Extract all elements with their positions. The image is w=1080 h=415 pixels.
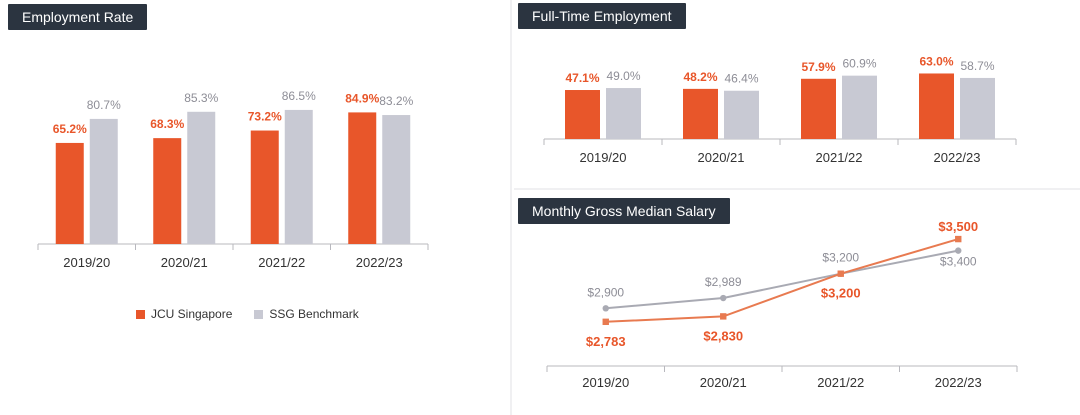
point-ssg	[955, 247, 962, 254]
data-label-ssg: $2,989	[705, 275, 742, 289]
data-label-jcu: 48.2%	[683, 70, 717, 84]
data-label-ssg: 49.0%	[606, 69, 640, 83]
employment-rate-chart: 2019/20 65.2%80.7% 2020/21 68.3%85.3% 2021/2…	[37, 89, 429, 270]
data-label-ssg: 60.9%	[842, 57, 876, 71]
x-tick-label: 2021/22	[258, 255, 305, 270]
legend-item-jcu: JCU Singapore	[136, 307, 232, 321]
employment-rate-title: Employment Rate	[8, 4, 148, 30]
bar-jcu	[55, 142, 84, 244]
salary-chart: 2019/20 2020/21 2021/22 2022/23 $2,900 $2,989…	[546, 219, 1018, 390]
x-tick-label: 2019/20	[63, 255, 110, 270]
full-time-employment-chart: 2019/20 47.1% 49.0% 2020/21 48.2% 46.4% 2021/2…	[543, 54, 1017, 165]
bar-jcu	[801, 78, 836, 139]
bar-ssg	[382, 115, 411, 244]
legend-label-ssg: SSG Benchmark	[269, 307, 359, 321]
bar-ssg	[960, 77, 995, 139]
point-jcu	[720, 313, 727, 320]
data-label-jcu: $2,783	[586, 334, 626, 349]
salary-title: Monthly Gross Median Salary	[518, 198, 730, 224]
bar-ssg	[284, 109, 313, 244]
data-label-ssg: 85.3%	[184, 91, 218, 105]
line-ssg	[605, 249, 959, 310]
panel-divider-vertical	[510, 0, 512, 415]
point-ssg	[602, 305, 609, 312]
bar-jcu	[919, 73, 954, 139]
full-time-employment-panel: Full-Time Employment 2019/20 47.1% 49.0% 20…	[512, 0, 1080, 188]
bar-ssg	[606, 88, 641, 139]
legend-item-ssg: SSG Benchmark	[254, 307, 359, 321]
data-label-jcu: 65.2%	[53, 122, 87, 136]
data-label-ssg: 58.7%	[960, 59, 994, 73]
line-jcu	[605, 238, 959, 323]
x-tick-label: 2021/22	[817, 375, 864, 390]
legend: JCU Singapore SSG Benchmark	[136, 307, 359, 321]
employment-rate-panel: Employment Rate 2019/20 65.2% 80.7% 2020/21…	[0, 0, 512, 415]
bar-ssg	[724, 90, 759, 139]
x-tick-label: 2022/23	[356, 255, 403, 270]
x-tick-label: 2019/20	[582, 375, 629, 390]
x-tick-label: 2019/20	[580, 150, 627, 165]
point-jcu	[955, 235, 962, 243]
data-label-jcu: 57.9%	[801, 60, 835, 74]
data-label-jcu: 73.2%	[248, 110, 282, 124]
data-label-ssg: $3,200	[822, 251, 859, 265]
x-tick-label: 2021/22	[816, 150, 863, 165]
data-label-jcu: $2,830	[703, 328, 743, 343]
point-ssg	[720, 294, 727, 302]
bar-jcu	[348, 112, 377, 244]
legend-swatch-jcu	[136, 309, 145, 319]
data-label-ssg: 83.2%	[379, 94, 413, 108]
data-label-ssg: $2,900	[587, 285, 624, 299]
data-label-jcu: 84.9%	[345, 91, 379, 105]
x-tick-label: 2022/23	[935, 375, 982, 390]
full-time-employment-title: Full-Time Employment	[518, 3, 686, 29]
bar-ssg	[187, 111, 216, 244]
data-label-jcu: $3,500	[938, 219, 978, 234]
data-label-jcu: 68.3%	[150, 117, 184, 131]
bar-jcu	[153, 138, 182, 244]
data-label-ssg: 86.5%	[282, 89, 316, 103]
data-label-jcu: 63.0%	[919, 54, 953, 68]
bar-ssg	[89, 118, 118, 244]
bar-jcu	[250, 130, 279, 244]
data-label-ssg: 46.4%	[724, 72, 758, 86]
data-label-ssg: 80.7%	[87, 98, 121, 112]
bar-jcu	[683, 88, 718, 139]
legend-label-jcu: JCU Singapore	[151, 307, 233, 321]
data-label-jcu: 47.1%	[565, 71, 599, 85]
panel-divider-horizontal	[514, 188, 1080, 190]
x-tick-label: 2020/21	[700, 375, 747, 390]
bar-ssg	[842, 75, 877, 139]
legend-swatch-ssg	[254, 309, 264, 319]
bar-jcu	[565, 90, 600, 139]
x-tick-label: 2022/23	[934, 150, 981, 165]
point-jcu	[602, 318, 609, 326]
x-tick-label: 2020/21	[698, 150, 745, 165]
x-tick-label: 2020/21	[161, 255, 208, 270]
point-jcu	[837, 270, 844, 277]
data-label-jcu: $3,200	[821, 286, 861, 301]
salary-panel: Monthly Gross Median Salary 2019/20 2020/…	[512, 190, 1080, 415]
data-label-ssg: $3,400	[940, 255, 977, 269]
